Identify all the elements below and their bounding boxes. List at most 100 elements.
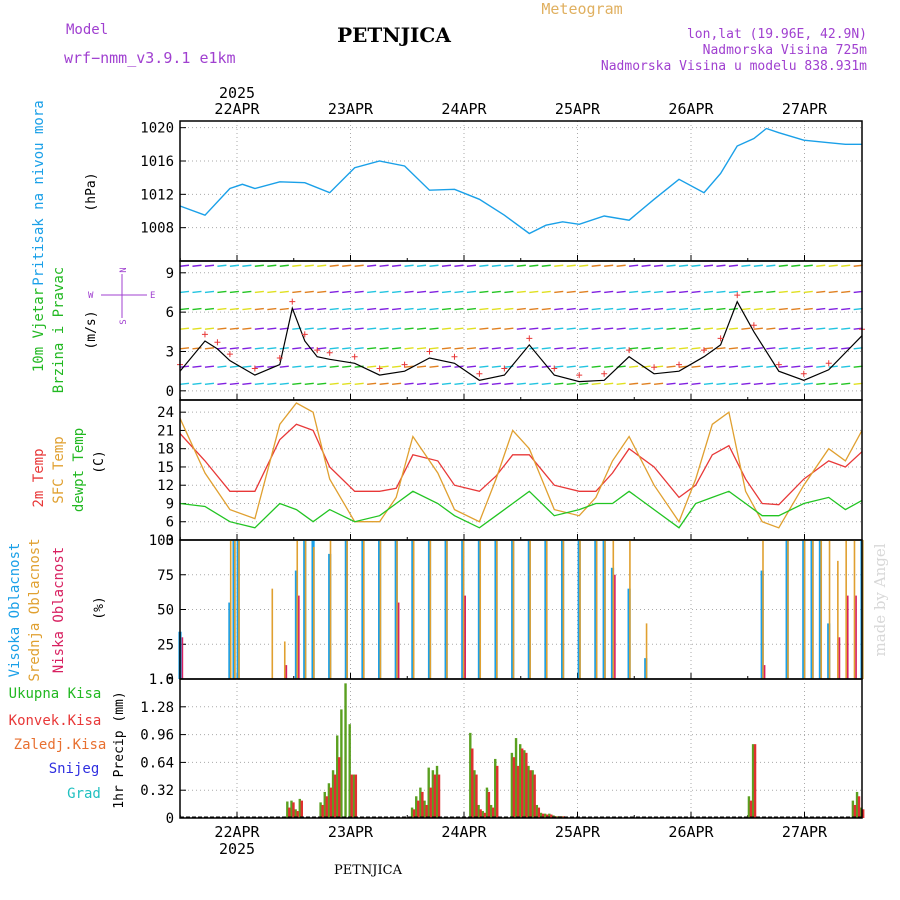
wind-arrow — [566, 290, 576, 294]
wind-arrow — [242, 327, 252, 330]
wind-arrow — [392, 382, 402, 385]
total-precip-bar — [286, 801, 289, 818]
wind-gust-marker — [551, 365, 558, 372]
low-cloud-bar — [397, 602, 400, 679]
wind-gust-markers — [177, 292, 865, 379]
wind-arrow — [691, 264, 701, 267]
wind-arrow — [179, 290, 190, 294]
total-precip-bar — [435, 765, 439, 818]
cloud-bars — [178, 540, 864, 679]
wind-arrow — [716, 290, 726, 294]
wind-arrow — [416, 347, 427, 350]
wind-arrow — [741, 327, 751, 330]
top-day-label: 22APR — [214, 100, 260, 118]
wind-arrow — [616, 382, 626, 385]
wind-arrow — [217, 347, 227, 350]
total-precip-bar — [527, 765, 530, 818]
precip-ylabel-3: Zaledj.Kisa — [14, 737, 107, 753]
wind-arrow — [579, 382, 589, 385]
wind-arrow — [853, 347, 863, 350]
wind-gust-marker — [476, 370, 483, 377]
wind-arrow — [616, 347, 626, 350]
total-precip-bar — [352, 774, 356, 818]
temp2m-line — [179, 423, 863, 506]
total-precip-bar — [419, 787, 422, 818]
conv-precip-bar — [292, 802, 295, 818]
wind-arrow — [179, 347, 190, 350]
wind-arrow — [579, 365, 589, 368]
wind-arrow — [204, 307, 215, 311]
wind-arrow — [629, 382, 639, 385]
wind-arrow — [292, 347, 302, 350]
wind-arrow — [653, 307, 664, 311]
wind-arrow — [641, 327, 651, 330]
conv-precip-bar — [496, 765, 499, 818]
wind-arrow — [554, 347, 564, 350]
wind-arrow — [529, 327, 539, 330]
wind-arrow — [416, 382, 427, 385]
wind-arrow — [192, 365, 202, 368]
wind-arrow — [404, 290, 414, 294]
wind-arrow — [629, 264, 639, 267]
temp-unit: (C) — [92, 450, 107, 473]
wind-arrow — [541, 365, 551, 368]
wind-arrow — [604, 307, 614, 311]
wind-arrow — [741, 290, 751, 294]
wind-gust-marker — [326, 349, 333, 356]
wind-gust-marker — [251, 365, 258, 372]
total-precip-bar — [851, 800, 855, 818]
wind-arrow — [441, 290, 452, 294]
wind-arrow — [629, 290, 639, 294]
conv-precip-bar — [483, 812, 486, 818]
wind-arrow — [367, 307, 377, 311]
wind-arrow — [192, 307, 202, 311]
wind-arrow — [604, 264, 614, 267]
conv-precip-bar — [300, 800, 303, 818]
wind-gust-marker — [800, 370, 807, 377]
wind-arrow — [541, 307, 551, 311]
conv-precip-bar — [471, 748, 474, 818]
wind-arrow — [666, 307, 676, 311]
wind-gust-marker — [201, 331, 208, 338]
wind-arrow — [179, 382, 190, 385]
temp-ylabel-2: SFC Temp — [51, 436, 67, 503]
wind-arrow — [179, 365, 190, 368]
wind-arrow — [254, 327, 264, 330]
wind-arrow — [753, 327, 763, 330]
wind-arrow — [579, 307, 589, 311]
mid-cloud-bar — [853, 540, 856, 679]
mid-cloud-bar — [787, 540, 789, 679]
wind-arrow — [317, 365, 327, 368]
wind-arrow — [516, 264, 526, 267]
pressure-panel: 1008 1012 1016 1020 — [140, 120, 863, 262]
wind-gust-marker — [214, 339, 221, 346]
wind-arrow — [766, 347, 776, 350]
wind-arrow — [816, 382, 826, 385]
wind-arrow — [254, 365, 264, 368]
wind-arrow — [504, 290, 514, 294]
total-precip-bar — [477, 804, 480, 818]
mid-cloud-bar — [296, 540, 299, 679]
wind-arrow — [529, 365, 539, 368]
mid-cloud-bar — [396, 540, 398, 679]
wind-arrow — [753, 264, 763, 267]
wind-arrow — [466, 365, 477, 368]
wind-arrow — [491, 382, 501, 385]
mid-cloud-bar — [612, 540, 615, 679]
conv-precip-bar — [429, 787, 432, 818]
wind-arrow — [691, 290, 701, 294]
wind-arrow — [367, 264, 377, 267]
mid-cloud-bar — [545, 540, 548, 679]
wind-arrow — [491, 347, 501, 350]
conv-precip-bar — [417, 800, 420, 818]
mid-cloud-bar — [762, 540, 764, 679]
wind-arrow — [828, 290, 838, 294]
panel-frame — [179, 260, 863, 401]
wind-gust-marker — [700, 347, 707, 354]
wind-arrow — [778, 327, 788, 330]
wind-arrow — [716, 382, 726, 385]
total-precip-bar — [523, 750, 526, 818]
conv-precip-bar — [354, 774, 358, 818]
mid-cloud-bar — [604, 540, 606, 679]
y-tick-label: 18 — [157, 442, 174, 458]
